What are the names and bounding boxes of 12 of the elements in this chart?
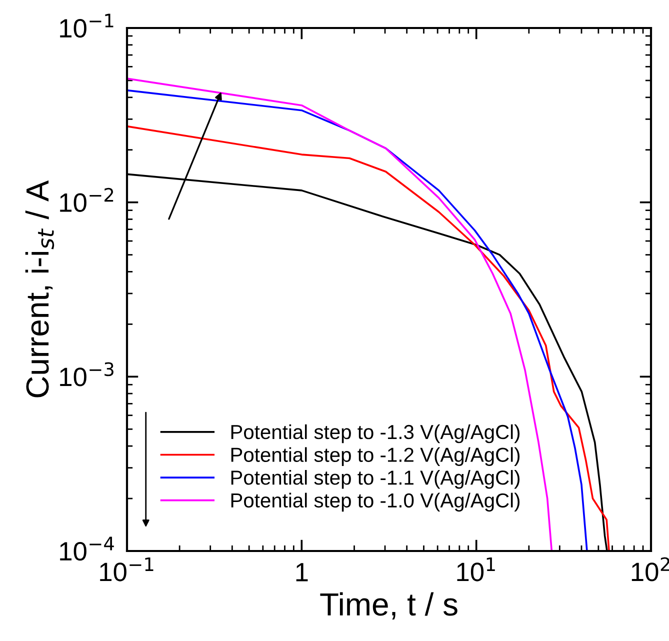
x-axis-title: Time, t / s — [320, 592, 458, 620]
legend-label: Potential step to -1.1 V(Ag/AgCl) — [231, 470, 520, 489]
legend-label: Potential step to -1.3 V(Ag/AgCl) — [231, 424, 520, 444]
y-tick-label: 10$^{−1}$ — [60, 14, 114, 38]
x-tick-label: 10$^{2}$ — [632, 557, 669, 582]
x-tick-label: 10$^{1}$ — [457, 557, 495, 582]
y-tick-label: 10$^{−2}$ — [60, 188, 114, 212]
y-tick-label: 10$^{−3}$ — [60, 362, 114, 386]
legend-label: Potential step to -1.0 V(Ag/AgCl) — [231, 492, 520, 512]
x-tick-label: 1 — [296, 563, 308, 582]
y-axis-title: Current, i-i$_{st}$ / A — [25, 180, 54, 398]
legend-label: Potential step to -1.2 V(Ag/AgCl) — [231, 447, 520, 466]
